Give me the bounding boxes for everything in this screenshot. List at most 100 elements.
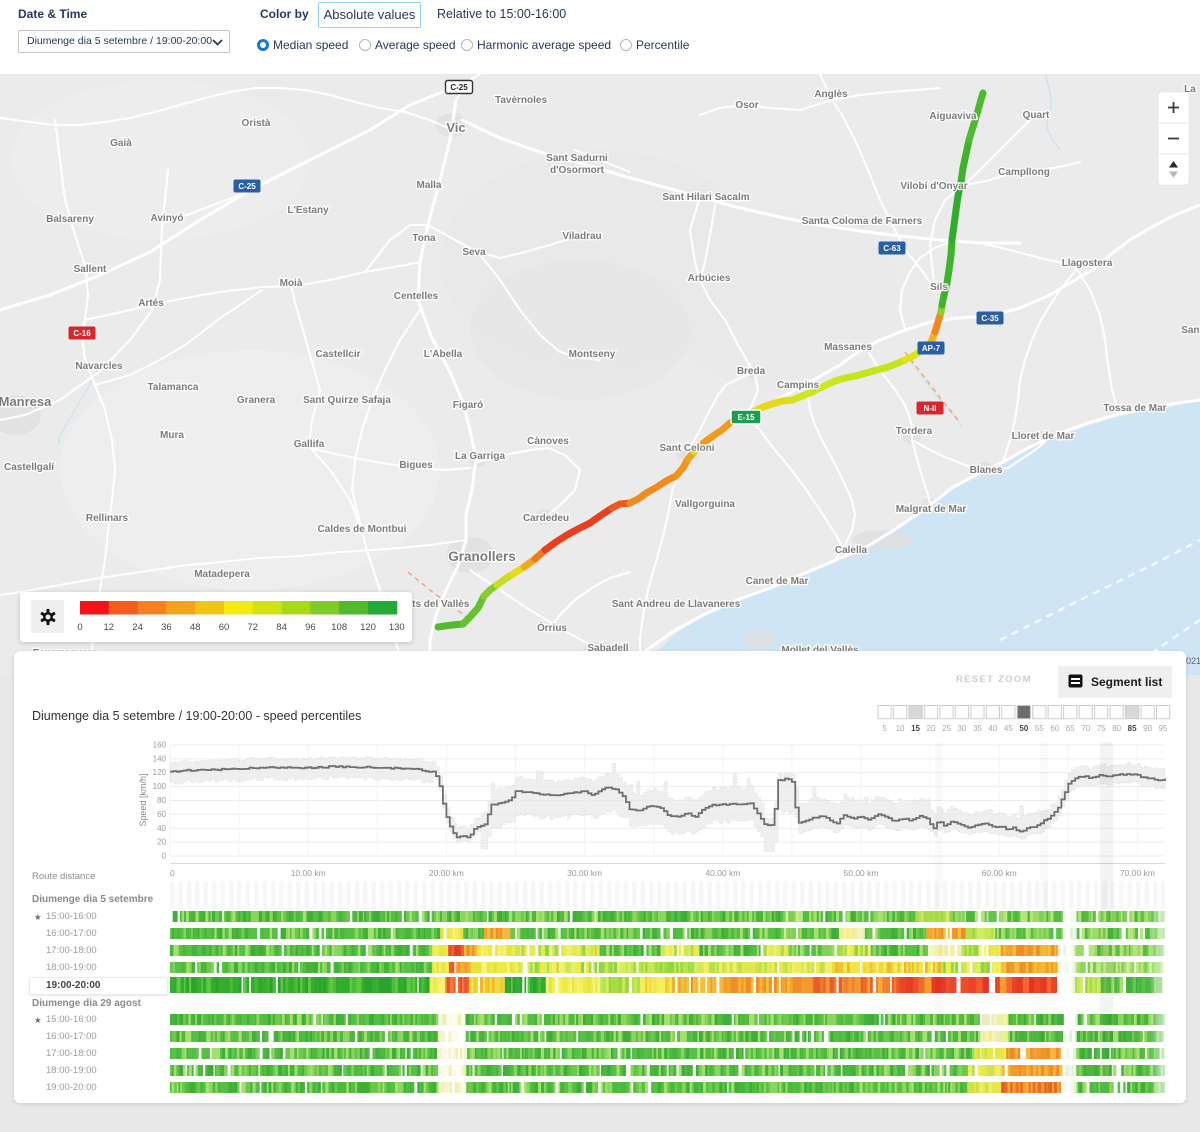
svg-text:95: 95 bbox=[1159, 724, 1168, 733]
svg-text:Campins: Campins bbox=[777, 380, 820, 391]
svg-text:Sant Andreu de Llavaneres: Sant Andreu de Llavaneres bbox=[612, 599, 741, 610]
svg-text:80: 80 bbox=[157, 796, 166, 805]
svg-text:Blanes: Blanes bbox=[970, 465, 1003, 476]
svg-text:120: 120 bbox=[153, 768, 167, 777]
svg-text:30.00 km: 30.00 km bbox=[567, 868, 602, 878]
svg-text:Castellgalí: Castellgalí bbox=[4, 462, 55, 473]
svg-text:Sant Celoni: Sant Celoni bbox=[659, 443, 714, 454]
svg-text:Figaró: Figaró bbox=[453, 400, 484, 411]
svg-text:Lloret de Mar: Lloret de Mar bbox=[1012, 431, 1075, 442]
svg-text:Granollers: Granollers bbox=[448, 549, 516, 564]
svg-text:Seva: Seva bbox=[462, 247, 486, 258]
svg-text:Avinyó: Avinyó bbox=[151, 213, 184, 224]
svg-text:Breda: Breda bbox=[737, 366, 766, 377]
svg-text:30: 30 bbox=[957, 724, 966, 733]
svg-text:15: 15 bbox=[911, 724, 920, 733]
svg-text:70.00 km: 70.00 km bbox=[1120, 868, 1155, 878]
svg-text:70: 70 bbox=[1081, 724, 1090, 733]
svg-text:60.00 km: 60.00 km bbox=[982, 868, 1017, 878]
svg-text:80: 80 bbox=[1112, 724, 1121, 733]
svg-text:Vic: Vic bbox=[446, 120, 465, 135]
svg-text:d'Osormort: d'Osormort bbox=[550, 165, 605, 176]
svg-text:40: 40 bbox=[157, 824, 166, 833]
svg-text:Llagostera: Llagostera bbox=[1062, 258, 1113, 269]
svg-text:Moià: Moià bbox=[280, 278, 303, 289]
svg-text:Sant: Sant bbox=[1181, 325, 1200, 336]
svg-text:Gaià: Gaià bbox=[110, 138, 132, 149]
svg-text:La Garriga: La Garriga bbox=[455, 451, 505, 462]
svg-text:Malla: Malla bbox=[416, 180, 441, 191]
svg-text:Malgrat de Mar: Malgrat de Mar bbox=[896, 504, 967, 515]
svg-text:140: 140 bbox=[153, 754, 167, 763]
svg-text:Sant Quirze Safaja: Sant Quirze Safaja bbox=[303, 395, 391, 406]
svg-text:Tordera: Tordera bbox=[896, 426, 933, 437]
svg-text:40: 40 bbox=[988, 724, 997, 733]
svg-text:55: 55 bbox=[1035, 724, 1044, 733]
svg-text:ets del Vallès: ets del Vallès bbox=[407, 599, 470, 610]
svg-text:Sallent: Sallent bbox=[74, 264, 107, 275]
svg-text:C-16: C-16 bbox=[73, 329, 91, 338]
svg-text:20: 20 bbox=[157, 838, 166, 847]
svg-text:Caldes de Montbui: Caldes de Montbui bbox=[318, 524, 407, 535]
svg-text:10.00 km: 10.00 km bbox=[291, 868, 326, 878]
svg-text:Òrrius: Òrrius bbox=[537, 621, 567, 634]
svg-text:50.00 km: 50.00 km bbox=[844, 868, 879, 878]
svg-text:10: 10 bbox=[896, 724, 905, 733]
svg-text:Talamanca: Talamanca bbox=[148, 382, 199, 393]
svg-text:Castellcir: Castellcir bbox=[315, 349, 360, 360]
svg-text:Tavèrnoles: Tavèrnoles bbox=[495, 95, 547, 106]
svg-text:45: 45 bbox=[1004, 724, 1013, 733]
svg-text:100: 100 bbox=[153, 782, 167, 791]
svg-text:Campllong: Campllong bbox=[998, 167, 1050, 178]
svg-text:Cardedeu: Cardedeu bbox=[523, 513, 569, 524]
svg-text:Gallifa: Gallifa bbox=[294, 439, 325, 450]
svg-text:Arbúcies: Arbúcies bbox=[688, 273, 731, 284]
svg-text:25: 25 bbox=[942, 724, 951, 733]
svg-text:75: 75 bbox=[1097, 724, 1106, 733]
svg-text:20.00 km: 20.00 km bbox=[429, 868, 464, 878]
svg-text:Tona: Tona bbox=[412, 233, 436, 244]
svg-text:Osor: Osor bbox=[735, 100, 758, 111]
svg-text:Canet de Mar: Canet de Mar bbox=[746, 576, 809, 587]
svg-text:Santa Coloma de Farners: Santa Coloma de Farners bbox=[802, 216, 923, 227]
svg-text:Sant Sadurni: Sant Sadurni bbox=[546, 153, 608, 164]
svg-text:Montseny: Montseny bbox=[569, 349, 616, 360]
svg-text:C-63: C-63 bbox=[883, 244, 901, 253]
svg-text:0: 0 bbox=[170, 868, 175, 878]
svg-text:Rellinars: Rellinars bbox=[86, 513, 129, 524]
svg-text:Manresa: Manresa bbox=[0, 394, 52, 409]
svg-text:C-25: C-25 bbox=[238, 182, 256, 191]
svg-text:50: 50 bbox=[1019, 724, 1028, 733]
svg-text:C-25: C-25 bbox=[450, 83, 468, 92]
svg-text:60: 60 bbox=[1050, 724, 1059, 733]
svg-text:Granera: Granera bbox=[237, 395, 276, 406]
svg-text:Balsareny: Balsareny bbox=[46, 214, 94, 225]
svg-text:Tossa de Mar: Tossa de Mar bbox=[1103, 403, 1166, 414]
svg-text:65: 65 bbox=[1066, 724, 1075, 733]
svg-text:Sant Hilari Sacalm: Sant Hilari Sacalm bbox=[662, 192, 749, 203]
svg-text:Matadepera: Matadepera bbox=[194, 569, 250, 580]
svg-text:Calella: Calella bbox=[835, 545, 868, 556]
svg-text:90: 90 bbox=[1143, 724, 1152, 733]
svg-text:N-II: N-II bbox=[924, 404, 937, 413]
svg-text:C-35: C-35 bbox=[981, 314, 999, 323]
svg-text:Artés: Artés bbox=[138, 298, 164, 309]
svg-text:85: 85 bbox=[1128, 724, 1137, 733]
svg-text:20: 20 bbox=[927, 724, 936, 733]
svg-text:Vallgorguina: Vallgorguina bbox=[675, 499, 735, 510]
svg-text:35: 35 bbox=[973, 724, 982, 733]
svg-text:Oristà: Oristà bbox=[242, 118, 271, 129]
svg-text:Sils: Sils bbox=[930, 282, 948, 293]
svg-text:Speed [km/h]: Speed [km/h] bbox=[138, 773, 148, 826]
svg-text:AP-7: AP-7 bbox=[922, 344, 941, 353]
svg-text:Massanes: Massanes bbox=[824, 342, 872, 353]
svg-text:L'Estany: L'Estany bbox=[287, 205, 329, 216]
svg-text:Quart: Quart bbox=[1023, 110, 1050, 121]
svg-text:Centelles: Centelles bbox=[394, 291, 439, 302]
svg-text:40.00 km: 40.00 km bbox=[705, 868, 740, 878]
svg-text:Navarcles: Navarcles bbox=[75, 361, 123, 372]
svg-text:Mura: Mura bbox=[160, 430, 184, 441]
svg-text:Anglès: Anglès bbox=[814, 89, 848, 100]
svg-text:021: 021 bbox=[1186, 656, 1200, 666]
svg-text:Viladrau: Viladrau bbox=[562, 231, 601, 242]
